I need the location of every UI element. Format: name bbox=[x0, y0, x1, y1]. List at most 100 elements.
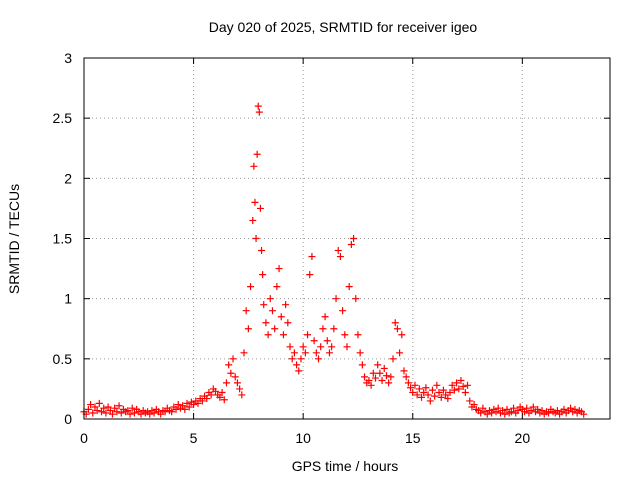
x-tick-label: 0 bbox=[80, 430, 88, 446]
chart-title: Day 020 of 2025, SRMTID for receiver ige… bbox=[209, 19, 478, 35]
data-point bbox=[238, 391, 246, 399]
data-point bbox=[194, 399, 202, 407]
data-point bbox=[319, 325, 327, 333]
data-point bbox=[218, 389, 226, 397]
data-point bbox=[439, 386, 447, 394]
y-tick-label: 2 bbox=[64, 170, 72, 186]
data-point bbox=[371, 374, 379, 382]
data-point bbox=[553, 407, 561, 415]
data-point bbox=[89, 409, 97, 417]
data-point bbox=[345, 283, 353, 291]
data-point bbox=[459, 383, 467, 391]
data-point bbox=[477, 409, 485, 417]
data-point bbox=[455, 385, 463, 393]
y-tick-label: 3 bbox=[64, 50, 72, 66]
data-point bbox=[275, 265, 283, 273]
y-tick-label: 0.5 bbox=[53, 351, 73, 367]
data-point bbox=[365, 376, 373, 384]
data-point bbox=[376, 369, 384, 377]
x-tick-label: 10 bbox=[295, 430, 311, 446]
data-point bbox=[91, 403, 99, 411]
data-point bbox=[341, 331, 349, 339]
data-point bbox=[470, 401, 478, 409]
data-point bbox=[323, 337, 331, 345]
y-tick-label: 1.5 bbox=[53, 231, 73, 247]
data-point bbox=[146, 410, 154, 418]
data-point bbox=[580, 410, 588, 418]
data-point bbox=[104, 403, 112, 411]
data-point bbox=[181, 405, 189, 413]
data-point bbox=[284, 319, 292, 327]
data-point bbox=[494, 404, 502, 412]
data-point bbox=[256, 204, 264, 212]
data-point bbox=[466, 397, 474, 405]
data-point bbox=[514, 407, 522, 415]
data-point bbox=[295, 367, 303, 375]
data-point bbox=[523, 404, 531, 412]
data-point bbox=[332, 295, 340, 303]
data-point bbox=[299, 343, 307, 351]
data-point bbox=[369, 369, 377, 377]
data-point bbox=[444, 395, 452, 403]
data-point bbox=[483, 410, 491, 418]
data-point bbox=[108, 410, 116, 418]
data-point bbox=[398, 331, 406, 339]
data-point bbox=[367, 381, 375, 389]
data-point bbox=[293, 361, 301, 369]
data-point bbox=[222, 379, 230, 387]
data-point bbox=[172, 405, 180, 413]
data-point bbox=[503, 405, 511, 413]
data-point bbox=[98, 408, 106, 416]
data-point bbox=[168, 408, 176, 416]
data-point bbox=[233, 379, 241, 387]
data-point bbox=[317, 343, 325, 351]
data-point bbox=[102, 409, 110, 417]
data-point bbox=[252, 235, 260, 242]
data-point bbox=[240, 349, 248, 357]
data-point bbox=[361, 373, 369, 381]
data-point bbox=[266, 295, 274, 303]
data-point bbox=[350, 235, 358, 242]
data-point bbox=[424, 391, 432, 399]
data-point bbox=[527, 407, 535, 415]
data-point bbox=[286, 343, 294, 351]
data-point bbox=[304, 331, 312, 339]
data-point bbox=[402, 373, 410, 381]
data-point bbox=[488, 409, 496, 417]
data-point bbox=[374, 361, 382, 369]
data-point bbox=[126, 410, 134, 418]
data-point bbox=[479, 404, 487, 412]
data-point bbox=[244, 325, 252, 333]
data-point bbox=[510, 404, 518, 412]
data-point bbox=[216, 393, 224, 401]
data-point bbox=[433, 381, 441, 389]
data-point bbox=[254, 102, 262, 110]
data-point bbox=[457, 376, 465, 384]
data-point bbox=[393, 325, 401, 333]
data-point bbox=[391, 319, 399, 327]
data-point bbox=[301, 349, 309, 357]
data-point bbox=[137, 410, 145, 418]
data-point bbox=[347, 241, 355, 249]
data-point bbox=[227, 369, 235, 377]
data-point bbox=[273, 283, 281, 291]
data-point bbox=[290, 349, 298, 357]
data-point bbox=[428, 386, 436, 394]
data-point bbox=[124, 407, 132, 415]
data-point bbox=[203, 395, 211, 403]
data-point bbox=[334, 247, 342, 255]
data-point bbox=[330, 325, 338, 333]
data-point bbox=[130, 409, 138, 417]
data-point bbox=[100, 404, 108, 412]
data-point bbox=[521, 408, 529, 416]
data-point bbox=[183, 399, 191, 407]
data-point bbox=[282, 301, 290, 309]
y-tick-label: 0 bbox=[64, 411, 72, 427]
data-point bbox=[378, 376, 386, 384]
data-point bbox=[358, 361, 366, 369]
data-point bbox=[529, 403, 537, 411]
data-point bbox=[268, 307, 276, 315]
data-point bbox=[231, 373, 239, 381]
data-point bbox=[461, 389, 469, 397]
